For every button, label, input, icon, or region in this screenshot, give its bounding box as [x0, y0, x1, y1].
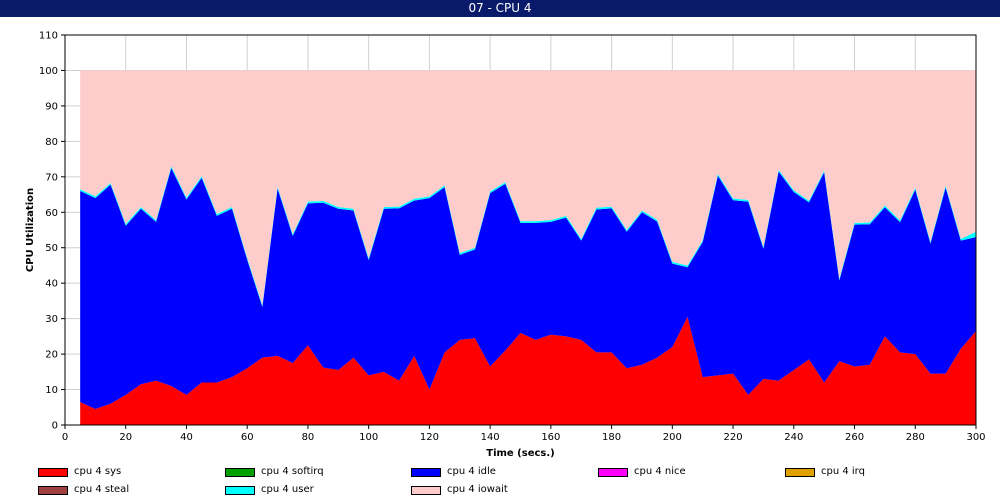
- x-axis-label: Time (secs.): [486, 448, 555, 459]
- y-tick-label: 40: [45, 279, 58, 290]
- x-tick-label: 120: [420, 432, 439, 443]
- legend-swatch: [38, 485, 68, 495]
- legend-label: cpu 4 steal: [74, 484, 130, 495]
- legend-swatch: [411, 467, 441, 477]
- legend-item: cpu 4 softirq: [225, 465, 324, 479]
- y-tick-label: 80: [45, 137, 58, 148]
- legend-label: cpu 4 idle: [447, 466, 496, 477]
- x-tick-label: 20: [119, 432, 132, 443]
- y-tick-label: 20: [45, 350, 58, 361]
- series-area-cpu-4-iowait: [80, 70, 977, 306]
- y-tick-label: 30: [45, 314, 58, 325]
- legend-item: cpu 4 nice: [598, 465, 686, 479]
- legend-label: cpu 4 iowait: [447, 484, 508, 495]
- legend-swatch: [411, 485, 441, 495]
- x-tick-label: 200: [663, 432, 682, 443]
- x-tick-label: 100: [359, 432, 378, 443]
- legend-item: cpu 4 iowait: [411, 483, 508, 497]
- plot-frame: [64, 34, 977, 426]
- legend-label: cpu 4 nice: [634, 466, 686, 477]
- chart-legend: cpu 4 sys cpu 4 softirq cpu 4 idle cpu 4 ni…: [0, 462, 1000, 504]
- x-tick-label: 300: [966, 432, 985, 443]
- y-axis-label: CPU Utilization: [25, 188, 36, 272]
- x-tick-label: 40: [180, 432, 193, 443]
- legend-swatch: [38, 467, 68, 477]
- series-area-cpu-4-sys: [80, 316, 977, 425]
- legend-item: cpu 4 steal: [38, 483, 129, 497]
- y-tick-label: 110: [39, 31, 58, 42]
- y-tick-label: 10: [45, 385, 58, 396]
- legend-swatch: [598, 467, 628, 477]
- legend-label: cpu 4 softirq: [261, 466, 324, 477]
- x-tick-label: 80: [302, 432, 315, 443]
- window-title: 07 - CPU 4: [0, 0, 1000, 17]
- x-tick-label: 180: [602, 432, 621, 443]
- legend-swatch: [225, 467, 255, 477]
- legend-label: cpu 4 irq: [821, 466, 865, 477]
- x-tick-label: 0: [62, 432, 68, 443]
- x-tick-label: 260: [845, 432, 864, 443]
- legend-item: cpu 4 user: [225, 483, 314, 497]
- legend-item: cpu 4 irq: [785, 465, 865, 479]
- x-tick-label: 140: [481, 432, 500, 443]
- legend-label: cpu 4 sys: [74, 466, 122, 477]
- x-tick-label: 60: [241, 432, 254, 443]
- series-area-cpu-4-idle: [80, 167, 977, 410]
- y-tick-label: 70: [45, 172, 58, 183]
- x-tick-label: 220: [724, 432, 743, 443]
- y-tick-label: 0: [52, 421, 58, 432]
- legend-label: cpu 4 user: [261, 484, 314, 495]
- x-tick-label: 240: [784, 432, 803, 443]
- y-tick-label: 60: [45, 208, 58, 219]
- x-tick-label: 160: [541, 432, 560, 443]
- legend-item: cpu 4 sys: [38, 465, 121, 479]
- y-tick-label: 50: [45, 243, 58, 254]
- x-tick-label: 280: [906, 432, 925, 443]
- legend-swatch: [225, 485, 255, 495]
- legend-item: cpu 4 idle: [411, 465, 496, 479]
- y-tick-label: 90: [45, 101, 58, 112]
- y-tick-label: 100: [39, 66, 58, 77]
- legend-swatch: [785, 467, 815, 477]
- cpu-utilization-chart: 0 20 40 60 80 100 120 140 160 180 200 220 240 260 280 3…: [25, 31, 986, 460]
